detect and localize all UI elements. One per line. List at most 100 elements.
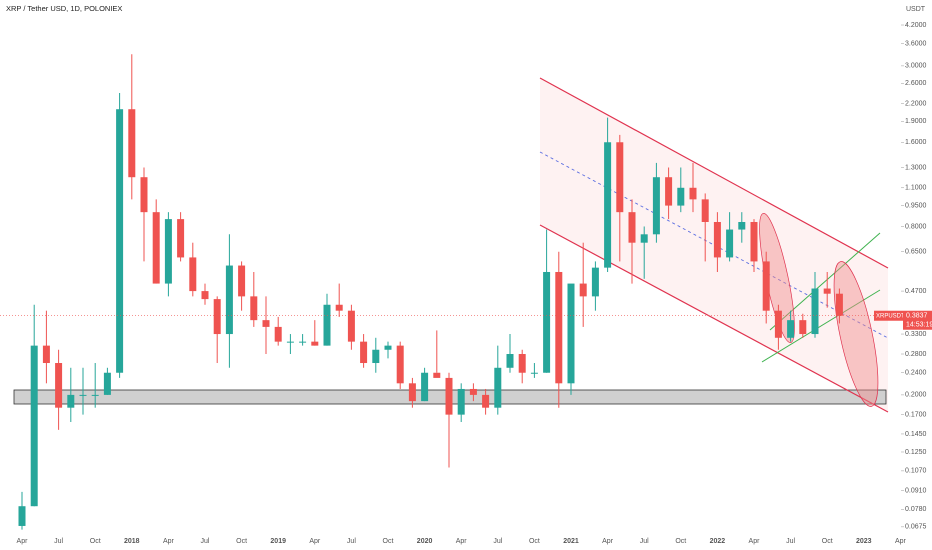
- candle-body: [67, 394, 75, 408]
- channel-upper: [539, 77, 889, 269]
- candle-body: [18, 506, 26, 526]
- green-upper: [769, 232, 881, 331]
- candle-body: [750, 221, 758, 262]
- y-tick-label: 1.1000: [905, 185, 927, 192]
- price-tag: 0.3837: [906, 313, 928, 320]
- x-tick-label: 2019: [270, 538, 286, 545]
- candle-body: [347, 310, 355, 342]
- candle-body: [201, 291, 209, 300]
- candle-body: [238, 265, 246, 297]
- x-tick-label: Apr: [17, 538, 29, 545]
- y-tick-label: 1.6000: [905, 139, 927, 146]
- x-tick-label: Oct: [236, 538, 247, 545]
- candle-body: [774, 310, 782, 338]
- candle-body: [469, 388, 477, 395]
- candle-body: [189, 257, 197, 292]
- candle-body: [421, 372, 429, 402]
- x-tick-label: Jul: [347, 538, 356, 545]
- candle-body: [433, 372, 441, 378]
- candle-body: [494, 367, 502, 408]
- candle-body: [604, 142, 612, 268]
- candle-body: [579, 283, 587, 297]
- y-tick-label: 0.2000: [905, 392, 927, 399]
- y-tick-label: 0.0910: [905, 487, 927, 494]
- candle-body: [128, 109, 136, 178]
- y-tick-label: 1.3000: [905, 164, 927, 171]
- x-tick-label: 2022: [710, 538, 726, 545]
- candle-body: [482, 394, 490, 408]
- candle-body: [701, 199, 709, 222]
- green-lower: [761, 289, 881, 363]
- candle-body: [372, 349, 380, 364]
- countdown: 14:53:19: [906, 322, 932, 329]
- y-tick-label: 0.0780: [905, 506, 927, 513]
- y-tick-label: 2.6000: [905, 80, 927, 87]
- candle-body: [286, 341, 294, 343]
- candle-body: [665, 177, 673, 206]
- candle-body: [408, 383, 416, 402]
- y-tick-label: 2.2000: [905, 100, 927, 107]
- candle-body: [42, 345, 50, 364]
- candle-body: [616, 142, 624, 213]
- channel-lower: [539, 224, 889, 413]
- candle-body: [811, 288, 819, 335]
- candle-body: [299, 341, 307, 343]
- y-tick-label: 4.2000: [905, 22, 927, 29]
- candle-body: [677, 187, 685, 206]
- candle-body: [652, 177, 660, 235]
- candle-body: [506, 354, 514, 368]
- y-tick-label: 0.0675: [905, 524, 927, 531]
- candle-body: [79, 394, 87, 396]
- y-tick-label: 3.6000: [905, 41, 927, 48]
- x-tick-label: Oct: [822, 538, 833, 545]
- x-tick-label: Jul: [640, 538, 649, 545]
- candle-body: [823, 288, 831, 294]
- candle-body: [262, 320, 270, 327]
- candle-body: [250, 296, 258, 321]
- symbol-tag-bg: [874, 310, 903, 321]
- candle-body: [713, 221, 721, 258]
- y-tick-label: 0.2400: [905, 370, 927, 377]
- candle-body: [311, 341, 319, 346]
- y-tick-label: 0.1450: [905, 431, 927, 438]
- symbol-tag: XRPUSDT: [876, 313, 905, 319]
- candle-body: [396, 345, 404, 384]
- candle-body: [726, 229, 734, 258]
- y-tick-label: 0.8000: [905, 223, 927, 230]
- x-tick-label: Oct: [90, 538, 101, 545]
- candle-body: [787, 320, 795, 338]
- x-tick-label: 2021: [563, 538, 579, 545]
- candle-body: [116, 109, 124, 373]
- candle-body: [91, 394, 99, 396]
- candle-body: [799, 320, 807, 335]
- y-tick-label: 0.1070: [905, 468, 927, 475]
- candle-body: [360, 341, 368, 364]
- x-tick-label: Apr: [749, 538, 761, 545]
- ellipse: [833, 261, 879, 407]
- x-tick-label: 2023: [856, 538, 872, 545]
- x-tick-label: Apr: [456, 538, 468, 545]
- y-tick-label: 0.1700: [905, 411, 927, 418]
- candle-body: [762, 261, 770, 311]
- price-tag-bg: [903, 310, 932, 330]
- x-tick-label: Jul: [493, 538, 502, 545]
- candle-body: [689, 187, 697, 200]
- candle-body: [30, 345, 38, 507]
- y-axis-label: USDT: [906, 6, 926, 13]
- candle-body: [591, 267, 599, 297]
- y-tick-label: 0.3300: [905, 331, 927, 338]
- candle-body: [103, 372, 111, 395]
- x-tick-label: 2018: [124, 538, 140, 545]
- x-tick-label: Apr: [163, 538, 175, 545]
- candle-body: [213, 299, 221, 335]
- candle-body: [738, 221, 746, 230]
- candle-body: [225, 265, 233, 335]
- candle-body: [164, 219, 172, 284]
- x-tick-label: 2020: [417, 538, 433, 545]
- x-tick-label: Oct: [383, 538, 394, 545]
- candle-body: [55, 363, 63, 408]
- candle-body: [567, 283, 575, 384]
- candle-body: [140, 177, 148, 213]
- candle-body: [152, 212, 160, 284]
